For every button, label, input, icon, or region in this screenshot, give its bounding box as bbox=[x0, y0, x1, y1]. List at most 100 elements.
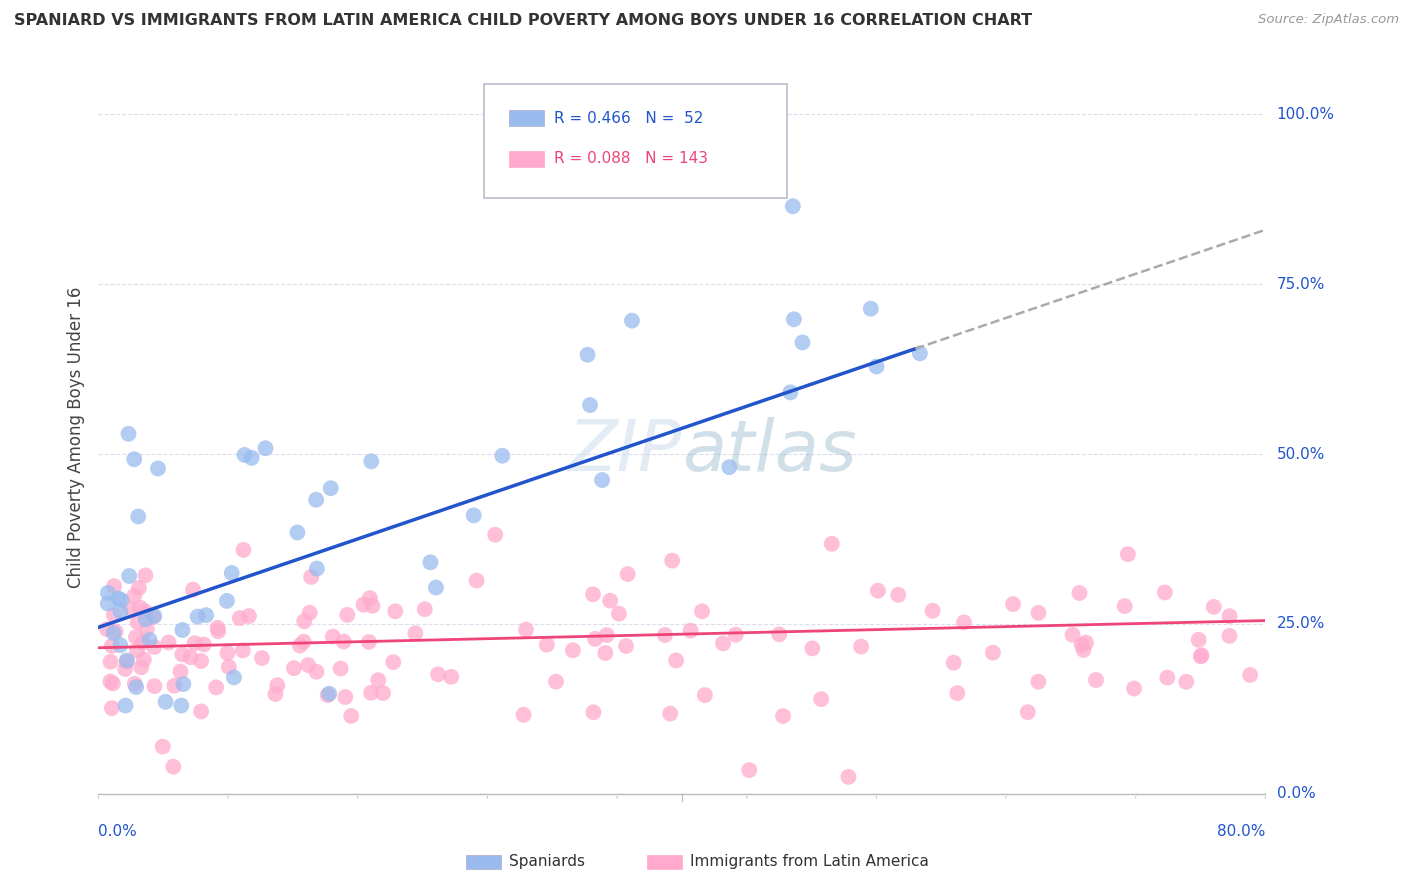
Point bbox=[118, 569, 141, 583]
Point bbox=[181, 582, 204, 597]
Point bbox=[222, 670, 245, 684]
Point bbox=[614, 639, 637, 653]
Point bbox=[240, 450, 263, 465]
Point bbox=[125, 643, 148, 657]
Point bbox=[361, 599, 384, 613]
Point bbox=[101, 701, 124, 715]
Point bbox=[115, 653, 138, 667]
Point bbox=[491, 449, 513, 463]
Point bbox=[100, 674, 122, 689]
Point bbox=[205, 681, 228, 695]
Point bbox=[169, 665, 191, 679]
Point bbox=[97, 597, 120, 611]
Point bbox=[143, 609, 166, 624]
Point bbox=[305, 492, 328, 507]
Text: 75.0%: 75.0% bbox=[1277, 277, 1324, 292]
Point bbox=[132, 635, 155, 649]
Point bbox=[654, 628, 676, 642]
Point bbox=[1069, 586, 1091, 600]
Point bbox=[254, 442, 277, 456]
Point bbox=[484, 528, 506, 542]
Text: 50.0%: 50.0% bbox=[1277, 447, 1324, 461]
Point bbox=[859, 301, 882, 316]
Point bbox=[1175, 674, 1198, 689]
Point bbox=[360, 686, 382, 700]
Text: R = 0.088   N = 143: R = 0.088 N = 143 bbox=[554, 152, 707, 166]
Point bbox=[190, 654, 212, 668]
Point bbox=[232, 643, 254, 657]
Point bbox=[942, 656, 965, 670]
Point bbox=[616, 567, 638, 582]
Point bbox=[299, 570, 322, 584]
Point bbox=[782, 199, 804, 213]
Point bbox=[693, 688, 716, 702]
Point bbox=[515, 623, 537, 637]
Point bbox=[865, 359, 887, 374]
Point bbox=[157, 635, 180, 649]
Point bbox=[114, 662, 136, 676]
Point bbox=[711, 636, 734, 650]
Point bbox=[679, 624, 702, 638]
Point bbox=[142, 610, 165, 624]
Text: R = 0.466   N =  52: R = 0.466 N = 52 bbox=[554, 111, 703, 126]
Point bbox=[146, 461, 169, 475]
Point bbox=[367, 673, 389, 688]
Point bbox=[117, 426, 139, 441]
Point bbox=[360, 454, 382, 468]
Text: 25.0%: 25.0% bbox=[1277, 616, 1324, 632]
Point bbox=[946, 686, 969, 700]
Point bbox=[1028, 606, 1050, 620]
Point bbox=[193, 638, 215, 652]
Point bbox=[887, 588, 910, 602]
FancyBboxPatch shape bbox=[484, 84, 787, 198]
Point bbox=[305, 561, 328, 575]
Point bbox=[1191, 648, 1213, 663]
Point bbox=[413, 602, 436, 616]
Point bbox=[292, 634, 315, 648]
Point bbox=[264, 687, 287, 701]
Point bbox=[536, 638, 558, 652]
Point bbox=[97, 586, 120, 600]
Point bbox=[172, 648, 194, 662]
Point bbox=[837, 770, 859, 784]
Point bbox=[465, 574, 488, 588]
Point bbox=[419, 555, 441, 569]
Point bbox=[866, 583, 889, 598]
Point bbox=[768, 627, 790, 641]
Point bbox=[821, 537, 844, 551]
Point bbox=[724, 628, 747, 642]
Point bbox=[135, 612, 157, 626]
Point bbox=[783, 312, 806, 326]
Point bbox=[582, 587, 605, 601]
Point bbox=[103, 626, 125, 640]
Point bbox=[207, 624, 229, 639]
Point bbox=[207, 621, 229, 635]
Point bbox=[1239, 668, 1261, 682]
Point bbox=[221, 566, 243, 580]
Point bbox=[1218, 609, 1240, 624]
Point bbox=[122, 589, 145, 603]
Point bbox=[382, 655, 405, 669]
Text: SPANIARD VS IMMIGRANTS FROM LATIN AMERICA CHILD POVERTY AMONG BOYS UNDER 16 CORR: SPANIARD VS IMMIGRANTS FROM LATIN AMERIC… bbox=[14, 13, 1032, 29]
Point bbox=[124, 676, 146, 690]
Point bbox=[125, 630, 148, 644]
Point bbox=[599, 593, 621, 607]
Point bbox=[129, 600, 152, 615]
Point bbox=[143, 640, 166, 654]
Point bbox=[127, 509, 149, 524]
Point bbox=[114, 698, 136, 713]
Point bbox=[921, 604, 943, 618]
Point bbox=[101, 676, 124, 690]
Point bbox=[110, 605, 132, 619]
Point bbox=[718, 460, 741, 475]
Point bbox=[357, 635, 380, 649]
Text: ZIP: ZIP bbox=[568, 417, 682, 486]
Point bbox=[232, 543, 254, 558]
Point bbox=[1017, 705, 1039, 719]
Point bbox=[544, 674, 567, 689]
Point bbox=[298, 606, 321, 620]
Point bbox=[135, 623, 157, 637]
Point bbox=[1202, 599, 1225, 614]
Point bbox=[162, 760, 184, 774]
Point bbox=[1116, 547, 1139, 561]
